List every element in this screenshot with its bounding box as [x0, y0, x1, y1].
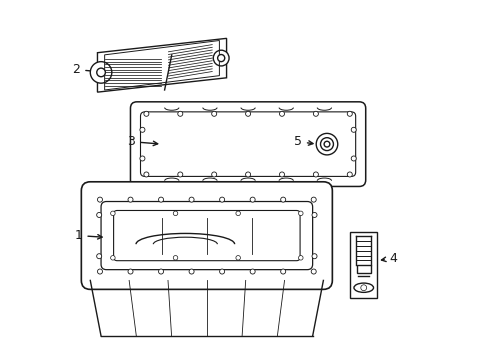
Circle shape [346, 172, 351, 177]
Polygon shape [97, 39, 226, 92]
FancyBboxPatch shape [101, 202, 312, 270]
Circle shape [360, 285, 366, 291]
Circle shape [173, 256, 178, 260]
Circle shape [178, 111, 183, 116]
Circle shape [97, 254, 102, 259]
Circle shape [346, 111, 351, 116]
Circle shape [90, 62, 112, 83]
Circle shape [235, 256, 240, 260]
Circle shape [97, 212, 102, 217]
Circle shape [298, 256, 303, 260]
Circle shape [213, 50, 228, 66]
Circle shape [313, 172, 318, 177]
FancyBboxPatch shape [140, 112, 355, 176]
Circle shape [97, 269, 102, 274]
FancyBboxPatch shape [81, 182, 332, 289]
Circle shape [279, 111, 284, 116]
Circle shape [158, 197, 163, 202]
Circle shape [219, 197, 224, 202]
Circle shape [211, 111, 216, 116]
Bar [356, 265, 370, 273]
Circle shape [310, 269, 316, 274]
Circle shape [280, 197, 285, 202]
Circle shape [143, 111, 148, 116]
Circle shape [250, 197, 255, 202]
Circle shape [110, 211, 115, 216]
Circle shape [310, 197, 316, 202]
Text: 5: 5 [293, 135, 312, 148]
Circle shape [97, 68, 105, 77]
Circle shape [350, 156, 356, 161]
Circle shape [217, 54, 224, 62]
Bar [349, 232, 376, 298]
FancyBboxPatch shape [113, 211, 300, 261]
FancyBboxPatch shape [130, 102, 365, 186]
Circle shape [313, 111, 318, 116]
Circle shape [311, 254, 316, 259]
Circle shape [211, 172, 216, 177]
Circle shape [245, 172, 250, 177]
Circle shape [280, 269, 285, 274]
Circle shape [316, 134, 337, 155]
Circle shape [320, 138, 333, 150]
Circle shape [235, 211, 240, 216]
Ellipse shape [353, 283, 373, 292]
Circle shape [311, 212, 316, 217]
Text: 3: 3 [127, 135, 157, 148]
Circle shape [173, 211, 178, 216]
Circle shape [279, 172, 284, 177]
Circle shape [298, 211, 303, 216]
Circle shape [189, 269, 194, 274]
Circle shape [158, 269, 163, 274]
Circle shape [245, 111, 250, 116]
Text: 2: 2 [72, 63, 102, 76]
Circle shape [140, 127, 144, 132]
Circle shape [128, 269, 133, 274]
Circle shape [350, 127, 356, 132]
Circle shape [219, 269, 224, 274]
Circle shape [324, 141, 329, 147]
Circle shape [140, 156, 144, 161]
Circle shape [97, 197, 102, 202]
Text: 1: 1 [74, 229, 102, 242]
Circle shape [128, 197, 133, 202]
Text: 4: 4 [381, 252, 397, 265]
Circle shape [143, 172, 148, 177]
Circle shape [110, 256, 115, 260]
Circle shape [178, 172, 183, 177]
Circle shape [250, 269, 255, 274]
Circle shape [189, 197, 194, 202]
